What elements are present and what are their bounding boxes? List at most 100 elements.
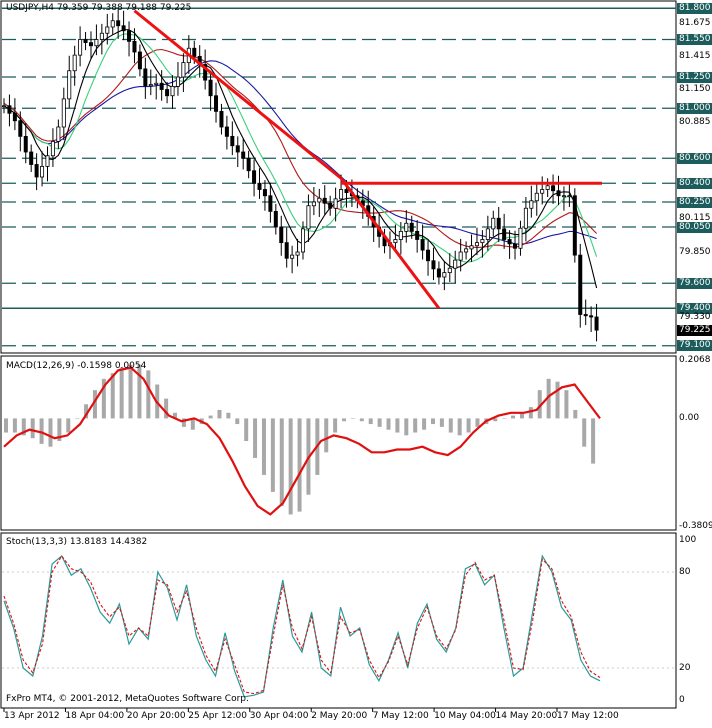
macd-histogram-bar [12,418,17,433]
candle [262,180,267,211]
price-label: 81.800 [677,2,712,14]
candle [420,224,425,260]
candle [105,13,110,45]
candle-body [529,200,534,209]
candle [442,261,447,291]
macd-histogram-bar [146,370,151,419]
candle-body [273,210,278,228]
macd-histogram-bar [591,418,596,464]
macd-histogram-bar [413,418,418,433]
candle-body [485,228,490,240]
time-axis-label: 17 May 12:00 [557,711,619,721]
time-axis-label: 25 Apr 12:00 [188,711,247,721]
candle-body [540,189,545,194]
candle [393,224,398,252]
candle-body [496,217,501,230]
candle-body [513,243,518,249]
candle-body [561,195,566,198]
candle-body [442,272,447,278]
candle [464,241,469,260]
macd-histogram-bar [466,418,471,433]
macd-histogram-bar [395,418,400,433]
candle-body [393,239,398,244]
candle-body [322,197,327,204]
candle [127,21,132,57]
macd-histogram-bar [253,418,258,458]
macd-histogram-bar [386,418,391,430]
macd-histogram-bar [502,418,507,419]
macd-histogram-bar [75,418,80,419]
candle-body [268,195,273,212]
candle [545,178,550,197]
candle [72,45,77,86]
macd-histogram-bar [181,418,186,427]
ma-black-line [3,28,598,289]
price-label: 81.150 [679,84,711,94]
price-label: 79.100 [677,340,712,352]
candle-body [523,207,528,229]
candle [594,303,599,342]
candle [311,187,316,216]
candle-body [18,120,23,137]
candle-body [67,70,72,100]
macd-axis-label: 0.2068 [679,355,711,365]
candle [214,82,219,123]
candle [589,306,594,332]
macd-histogram-bar [324,418,329,453]
candle-body [458,251,463,261]
macd-histogram-bar [137,364,142,419]
macd-histogram-bar [297,418,302,512]
stoch-axis-label: 80 [679,567,691,577]
macd-histogram-bar [279,418,284,506]
candle-body [420,239,425,251]
candle [491,210,496,237]
time-axis-layer [3,708,558,712]
candle [23,123,28,164]
price-label: 80.250 [677,196,712,208]
candle-body [224,126,229,137]
candle [273,203,278,235]
macd-histogram-bar [30,418,35,439]
candle-body [29,151,34,165]
candle-body [295,251,300,256]
candle-body [453,259,458,269]
candle [56,119,61,149]
candle [507,230,512,259]
price-label: 79.600 [677,277,712,289]
candle-body [398,230,403,240]
candle [45,146,50,182]
candle [458,238,463,272]
candle-body [556,190,561,197]
stoch-axis-label: 0 [679,695,685,705]
candle [556,175,561,206]
price-label: 81.000 [677,102,712,114]
candle-body [34,164,39,178]
time-axis-label: 30 Apr 04:00 [249,711,309,721]
main-panel-header: USDJPY,H4 79.359 79.388 79.188 79.225 [6,3,192,13]
macd-histogram-bar [4,418,8,433]
time-axis-label: 13 Apr 2012 [4,711,60,721]
price-label: 79.225 [677,324,712,336]
candle-body [300,228,305,253]
candle-body [534,192,539,202]
candle [572,188,577,263]
candle-body [121,25,126,32]
macd-histogram-bar [119,367,124,419]
candle [252,159,257,197]
candle-body [45,155,50,167]
trendline-1 [339,177,441,310]
macd-histogram-bar [333,418,338,433]
candle [230,121,235,156]
candle-body [181,62,186,78]
copyright-footer: FxPro MT4, © 2001-2012, MetaQuotes Softw… [6,694,249,704]
candle-body [583,314,588,317]
price-label: 79.400 [677,302,712,314]
candle [121,10,126,41]
candle [398,222,403,255]
macd-histogram-bar [235,418,240,425]
macd-histogram-bar [21,418,26,436]
candle-body [339,189,344,200]
candle [116,9,121,39]
candle [235,136,240,167]
candle [148,69,153,96]
